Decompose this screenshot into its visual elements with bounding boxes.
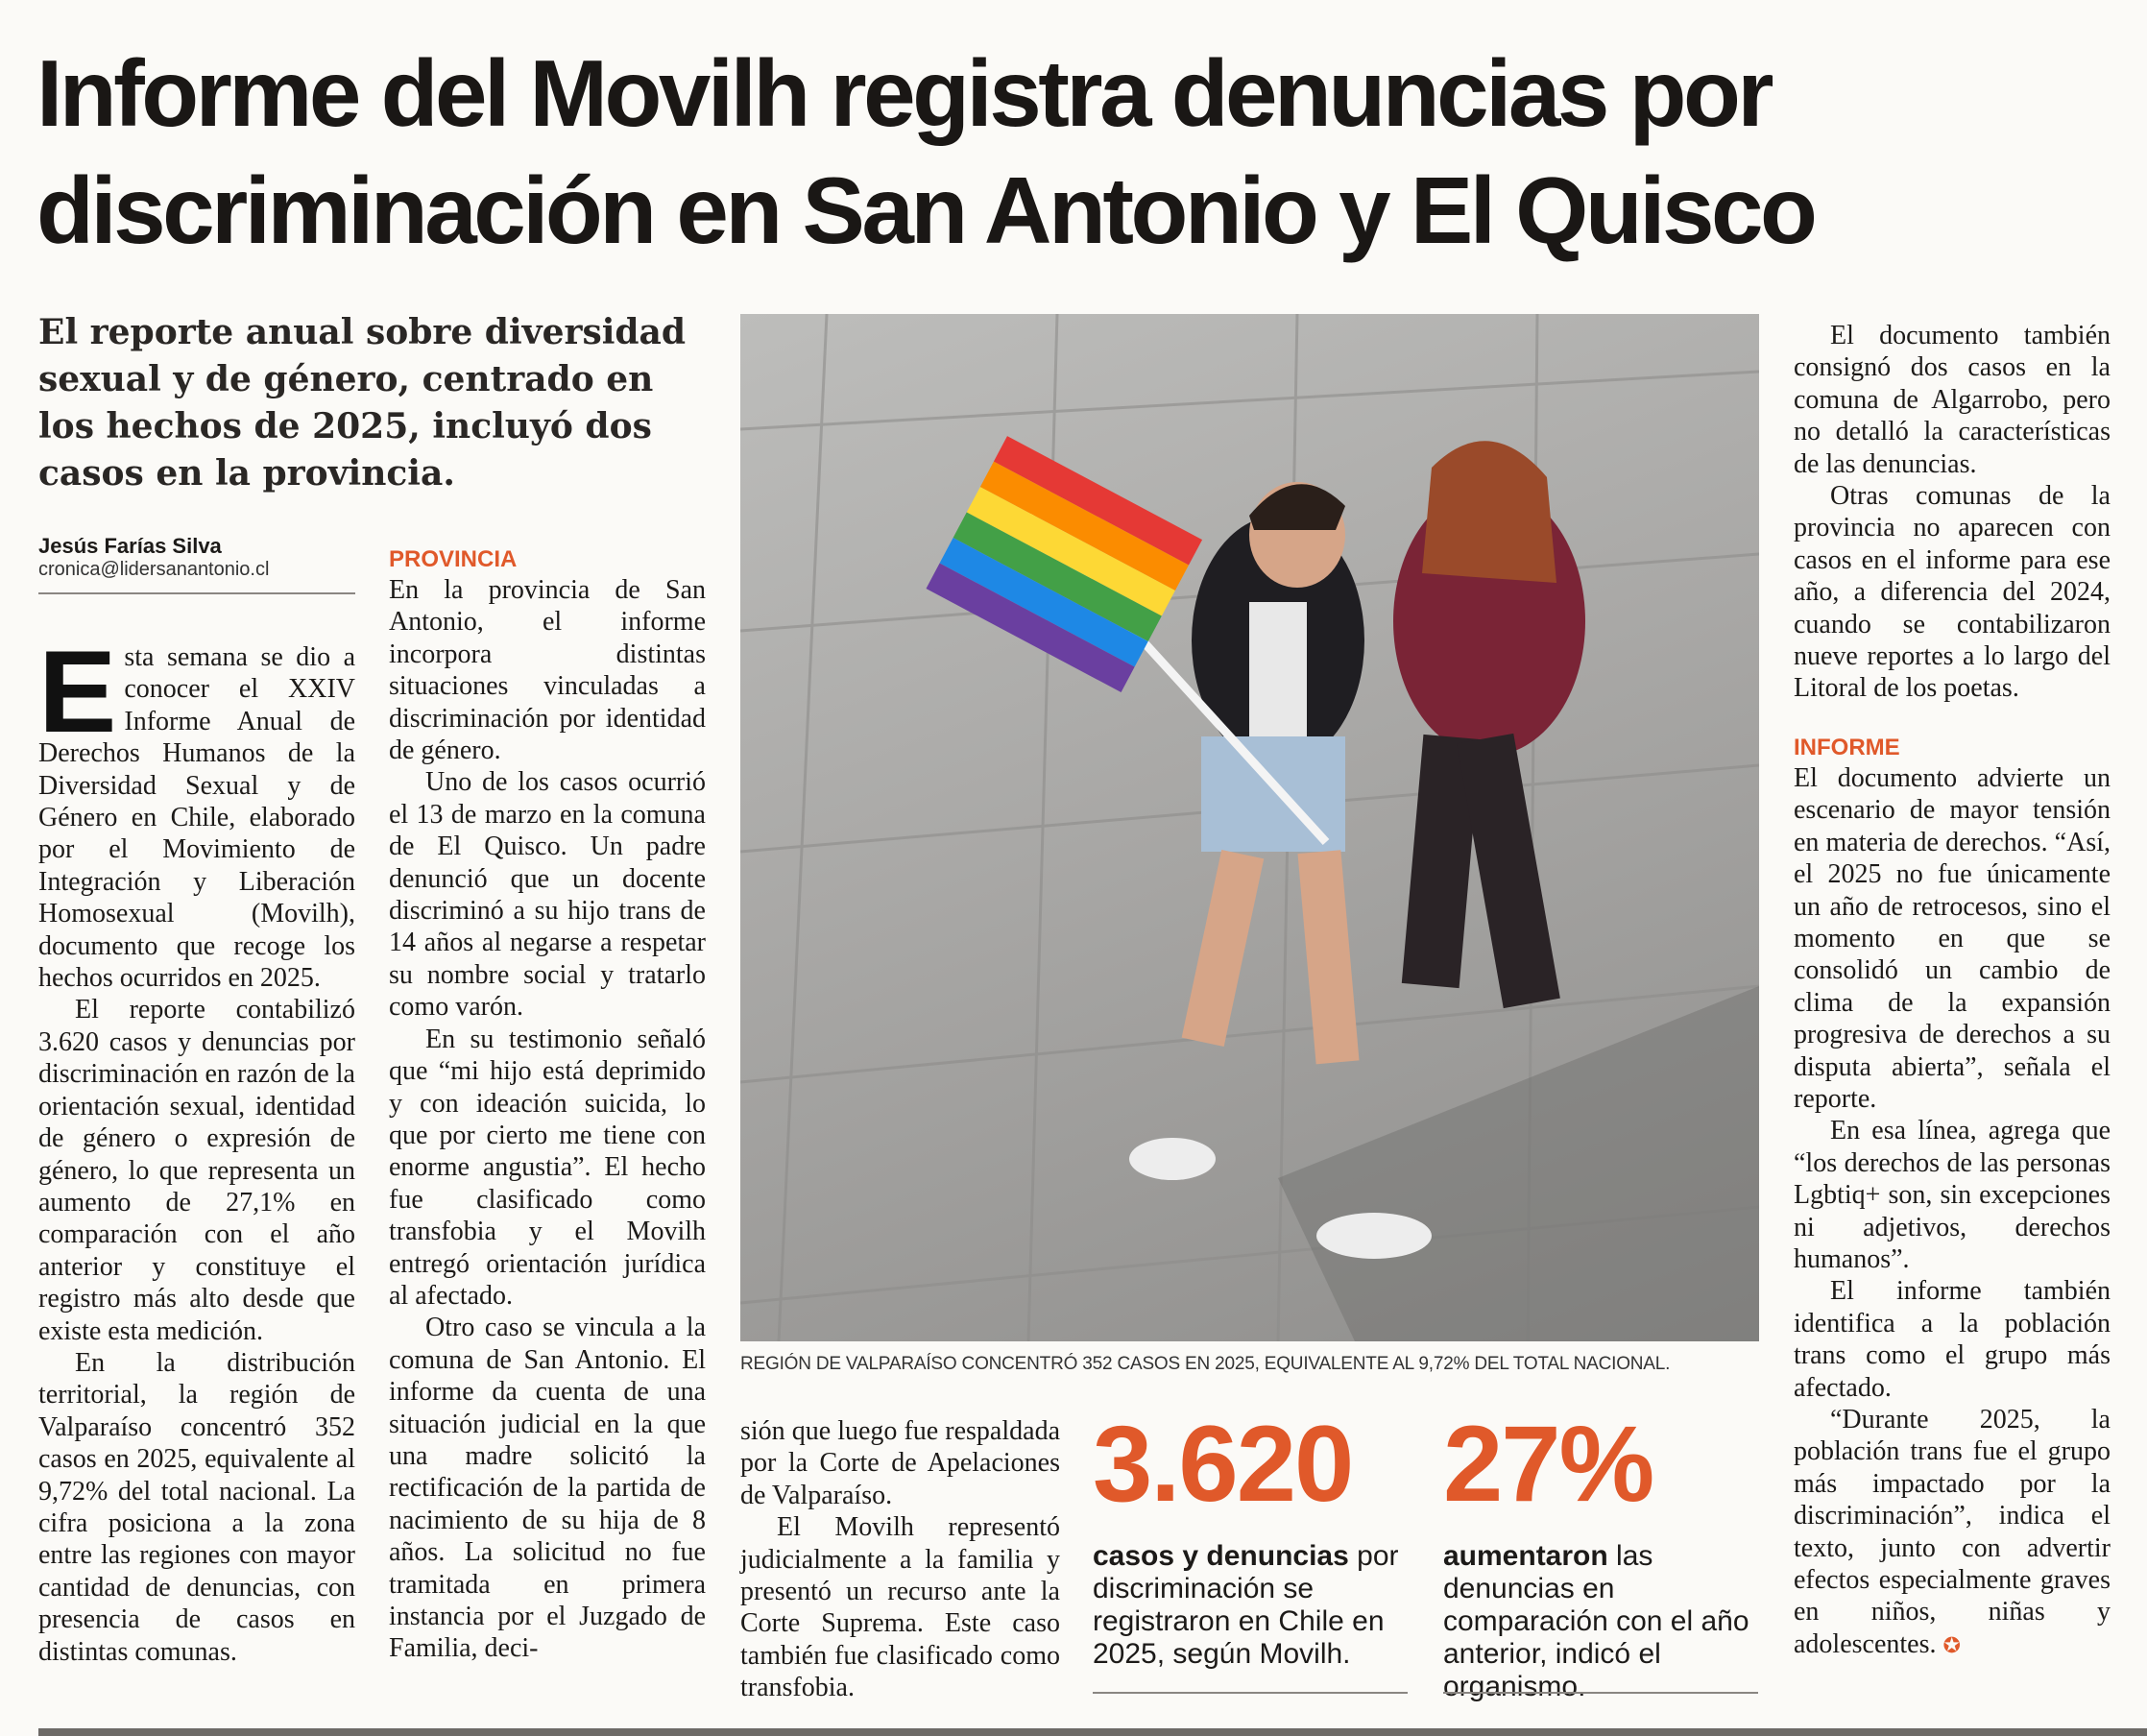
- photo-couple-with-rainbow-flag: [740, 314, 1759, 1341]
- paragraph: El reporte contabilizó 3.620 casos y den…: [38, 995, 355, 1346]
- paragraph: Otro caso se vincula a la comuna de San …: [389, 1313, 706, 1664]
- paragraph: Otras comunas de la provincia no aparece…: [1794, 481, 2111, 704]
- stat-box-increase: 27% aumentaron las denuncias en comparac…: [1443, 1404, 1758, 1703]
- section-heading-informe: INFORME: [1794, 734, 1900, 760]
- stat-description: aumentaron las denuncias en comparación …: [1443, 1540, 1749, 1702]
- stat-value: 3.620: [1093, 1404, 1354, 1524]
- stat-value: 27%: [1443, 1404, 1654, 1524]
- drop-cap: E: [38, 626, 117, 757]
- subtitle: El reporte anual sobre diversidad sexual…: [38, 312, 687, 494]
- stat-box-cases: 3.620 casos y denuncias por discriminaci…: [1093, 1404, 1408, 1671]
- paragraph: “Durante 2025, la población trans fue el…: [1794, 1405, 2111, 1659]
- paragraph: El informe también identifica a la pobla…: [1794, 1276, 2111, 1403]
- divider: [1443, 1692, 1758, 1694]
- divider: [1093, 1692, 1408, 1694]
- paragraph: Uno de los casos ocurrió el 13 de marzo …: [389, 767, 706, 1023]
- stat-description: casos y denuncias por discriminación se …: [1093, 1540, 1399, 1670]
- paragraph: En la distribución territorial, la regió…: [38, 1347, 355, 1667]
- photo-caption: REGIÓN DE VALPARAÍSO CONCENTRÓ 352 CASOS…: [740, 1354, 1671, 1374]
- headline-line-1: Informe del Movilh registra denuncias po…: [36, 40, 1773, 146]
- paragraph: El documento advierte un escenario de ma…: [1794, 762, 2111, 1114]
- column-2: PROVINCIA En la provincia de San Antonio…: [389, 545, 706, 1665]
- headline: Informe del Movilh registra denuncias po…: [36, 35, 2130, 269]
- column-3: sión que luego fue respaldada por la Cor…: [740, 1415, 1060, 1704]
- byline: Jesús Farías Silva cronica@lidersananton…: [38, 534, 355, 594]
- rainbow-flag: [926, 436, 1203, 692]
- paragraph: En esa línea, agrega que “los derechos d…: [1794, 1116, 2111, 1274]
- paragraph: El Movilh representó judicialmente a la …: [740, 1512, 1060, 1703]
- author-email[interactable]: cronica@lidersanantonio.cl: [38, 559, 270, 580]
- paragraph: El documento también consignó dos casos …: [1794, 321, 2111, 479]
- headline-line-2: discriminación en San Antonio y El Quisc…: [36, 157, 1818, 263]
- photo-illustration: [740, 314, 1759, 1341]
- paragraph: En su testimonio señaló que “mi hijo est…: [389, 1024, 706, 1311]
- paragraph: sión que luego fue respaldada por la Cor…: [740, 1416, 1060, 1510]
- section-heading-provincia: PROVINCIA: [389, 546, 518, 572]
- bottom-bar: [38, 1728, 2147, 1736]
- author-name: Jesús Farías Silva: [38, 534, 222, 558]
- paragraph: En la provincia de San Antonio, el infor…: [389, 575, 706, 766]
- end-mark-icon: ✪: [1942, 1632, 1961, 1657]
- column-4: El documento también consignó dos casos …: [1794, 320, 2111, 1661]
